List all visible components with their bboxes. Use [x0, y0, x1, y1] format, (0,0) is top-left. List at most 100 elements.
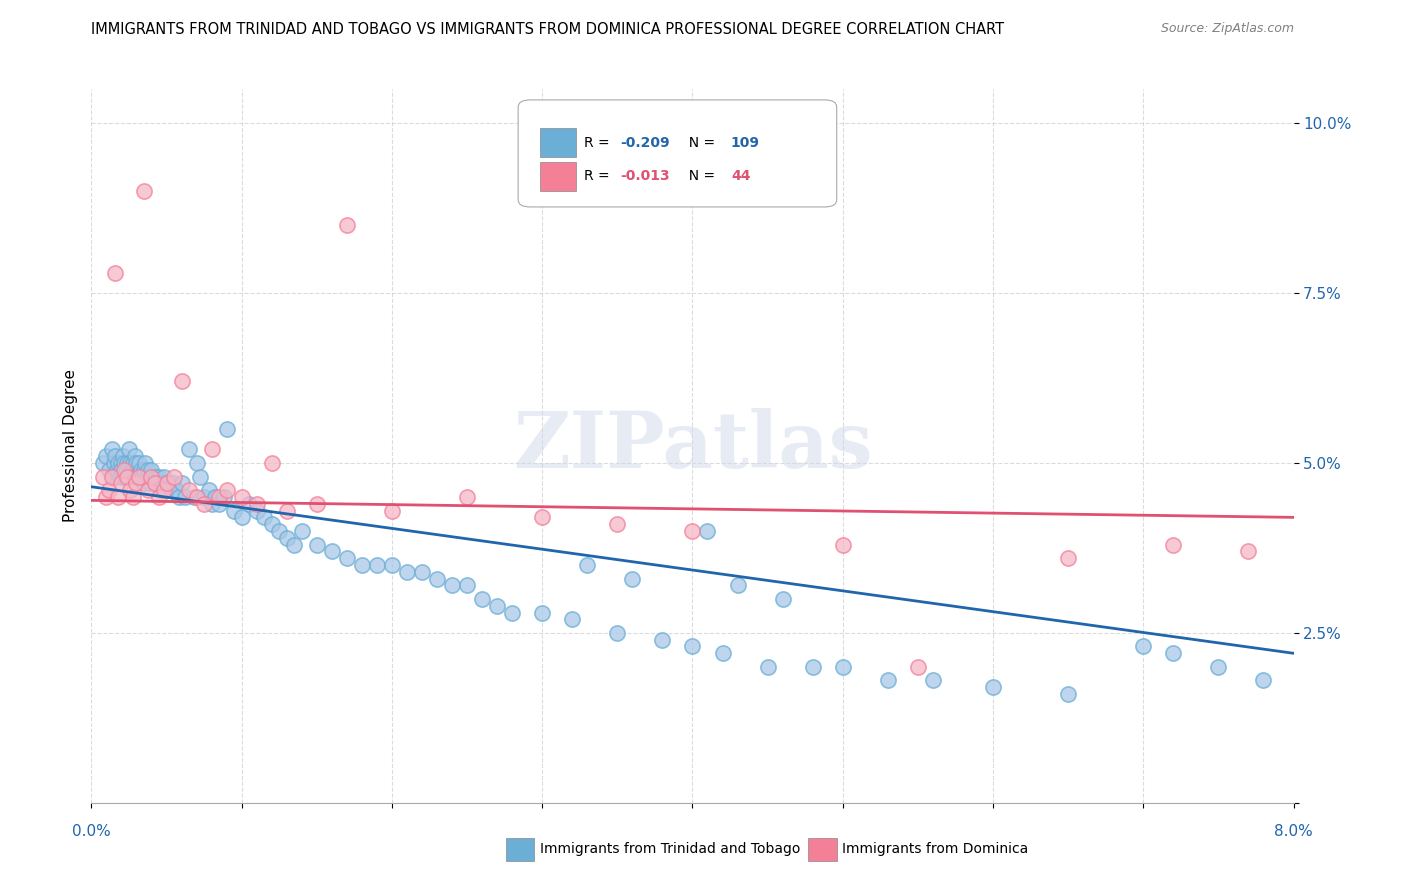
Immigrants from Trinidad and Tobago — [132, 463, 155, 477]
FancyBboxPatch shape — [519, 100, 837, 207]
Immigrants from Dominica — [114, 463, 136, 477]
Immigrants from Trinidad and Tobago — [981, 680, 1004, 694]
Immigrants from Trinidad and Tobago — [576, 558, 599, 572]
Immigrants from Trinidad and Tobago — [125, 456, 148, 470]
Text: 44: 44 — [731, 169, 751, 183]
Text: 0.0%: 0.0% — [72, 824, 111, 838]
Text: IMMIGRANTS FROM TRINIDAD AND TOBAGO VS IMMIGRANTS FROM DOMINICA PROFESSIONAL DEG: IMMIGRANTS FROM TRINIDAD AND TOBAGO VS I… — [91, 22, 1004, 37]
Immigrants from Trinidad and Tobago — [395, 565, 418, 579]
Immigrants from Trinidad and Tobago — [101, 442, 124, 457]
Immigrants from Dominica — [128, 469, 150, 483]
Immigrants from Trinidad and Tobago — [165, 483, 187, 498]
Bar — [540, 162, 576, 191]
Immigrants from Trinidad and Tobago — [93, 456, 115, 470]
Immigrants from Trinidad and Tobago — [141, 463, 163, 477]
Immigrants from Trinidad and Tobago — [727, 578, 749, 592]
Immigrants from Trinidad and Tobago — [150, 476, 173, 491]
Immigrants from Trinidad and Tobago — [110, 456, 132, 470]
Immigrants from Trinidad and Tobago — [305, 537, 328, 551]
Immigrants from Dominica — [336, 218, 359, 232]
Text: R =: R = — [585, 169, 614, 183]
Immigrants from Trinidad and Tobago — [283, 537, 305, 551]
Immigrants from Trinidad and Tobago — [486, 599, 509, 613]
Text: N =: N = — [681, 136, 720, 150]
Immigrants from Trinidad and Tobago — [132, 476, 155, 491]
Immigrants from Dominica — [201, 442, 224, 457]
Immigrants from Dominica — [681, 524, 703, 538]
Immigrants from Dominica — [907, 660, 929, 674]
Text: Immigrants from Dominica: Immigrants from Dominica — [842, 842, 1028, 856]
Immigrants from Trinidad and Tobago — [1253, 673, 1275, 688]
Immigrants from Trinidad and Tobago — [111, 449, 134, 463]
Text: -0.013: -0.013 — [620, 169, 669, 183]
Immigrants from Dominica — [138, 483, 160, 498]
Immigrants from Trinidad and Tobago — [114, 456, 136, 470]
Immigrants from Dominica — [456, 490, 478, 504]
Immigrants from Trinidad and Tobago — [188, 469, 211, 483]
Immigrants from Trinidad and Tobago — [1057, 687, 1080, 701]
Immigrants from Trinidad and Tobago — [170, 476, 193, 491]
Immigrants from Trinidad and Tobago — [201, 497, 224, 511]
Immigrants from Trinidad and Tobago — [291, 524, 314, 538]
Immigrants from Trinidad and Tobago — [336, 551, 359, 566]
Immigrants from Trinidad and Tobago — [105, 463, 128, 477]
Immigrants from Trinidad and Tobago — [145, 469, 167, 483]
Immigrants from Dominica — [305, 497, 328, 511]
Immigrants from Trinidad and Tobago — [103, 456, 125, 470]
Immigrants from Trinidad and Tobago — [138, 463, 160, 477]
Immigrants from Trinidad and Tobago — [224, 503, 246, 517]
Immigrants from Trinidad and Tobago — [681, 640, 703, 654]
Immigrants from Trinidad and Tobago — [456, 578, 478, 592]
Immigrants from Dominica — [104, 266, 127, 280]
Immigrants from Dominica — [122, 490, 145, 504]
Immigrants from Dominica — [246, 497, 269, 511]
Immigrants from Trinidad and Tobago — [772, 591, 794, 606]
Immigrants from Trinidad and Tobago — [440, 578, 463, 592]
Immigrants from Trinidad and Tobago — [260, 517, 283, 532]
Immigrants from Dominica — [606, 517, 628, 532]
Immigrants from Dominica — [117, 469, 139, 483]
Text: 109: 109 — [731, 136, 759, 150]
Immigrants from Trinidad and Tobago — [110, 463, 132, 477]
Immigrants from Trinidad and Tobago — [246, 503, 269, 517]
Immigrants from Trinidad and Tobago — [162, 476, 184, 491]
Immigrants from Trinidad and Tobago — [152, 469, 174, 483]
Immigrants from Trinidad and Tobago — [426, 572, 449, 586]
Text: 8.0%: 8.0% — [1274, 824, 1313, 838]
Immigrants from Trinidad and Tobago — [128, 456, 150, 470]
Immigrants from Trinidad and Tobago — [193, 490, 215, 504]
Immigrants from Trinidad and Tobago — [108, 469, 131, 483]
Text: R =: R = — [585, 136, 614, 150]
Immigrants from Trinidad and Tobago — [831, 660, 853, 674]
Immigrants from Trinidad and Tobago — [118, 469, 141, 483]
Immigrants from Trinidad and Tobago — [117, 456, 139, 470]
Text: -0.209: -0.209 — [620, 136, 669, 150]
Immigrants from Dominica — [98, 483, 121, 498]
Immigrants from Trinidad and Tobago — [107, 456, 129, 470]
Immigrants from Trinidad and Tobago — [269, 524, 291, 538]
Immigrants from Trinidad and Tobago — [212, 490, 235, 504]
Immigrants from Dominica — [1237, 544, 1260, 558]
Immigrants from Dominica — [231, 490, 253, 504]
Immigrants from Trinidad and Tobago — [155, 476, 177, 491]
Y-axis label: Professional Degree: Professional Degree — [62, 369, 77, 523]
Immigrants from Trinidad and Tobago — [876, 673, 898, 688]
Immigrants from Trinidad and Tobago — [756, 660, 779, 674]
Immigrants from Trinidad and Tobago — [186, 456, 208, 470]
Immigrants from Trinidad and Tobago — [122, 456, 145, 470]
Immigrants from Trinidad and Tobago — [139, 476, 162, 491]
Immigrants from Trinidad and Tobago — [127, 469, 149, 483]
Text: Immigrants from Trinidad and Tobago: Immigrants from Trinidad and Tobago — [540, 842, 800, 856]
Immigrants from Trinidad and Tobago — [711, 646, 734, 660]
Immigrants from Trinidad and Tobago — [134, 456, 156, 470]
Immigrants from Dominica — [276, 503, 298, 517]
Immigrants from Dominica — [132, 184, 155, 198]
Immigrants from Trinidad and Tobago — [606, 626, 628, 640]
Immigrants from Dominica — [107, 490, 129, 504]
Immigrants from Trinidad and Tobago — [350, 558, 373, 572]
Immigrants from Trinidad and Tobago — [253, 510, 276, 524]
Immigrants from Trinidad and Tobago — [159, 483, 181, 498]
Immigrants from Trinidad and Tobago — [148, 469, 170, 483]
Immigrants from Trinidad and Tobago — [696, 524, 718, 538]
Immigrants from Dominica — [148, 490, 170, 504]
